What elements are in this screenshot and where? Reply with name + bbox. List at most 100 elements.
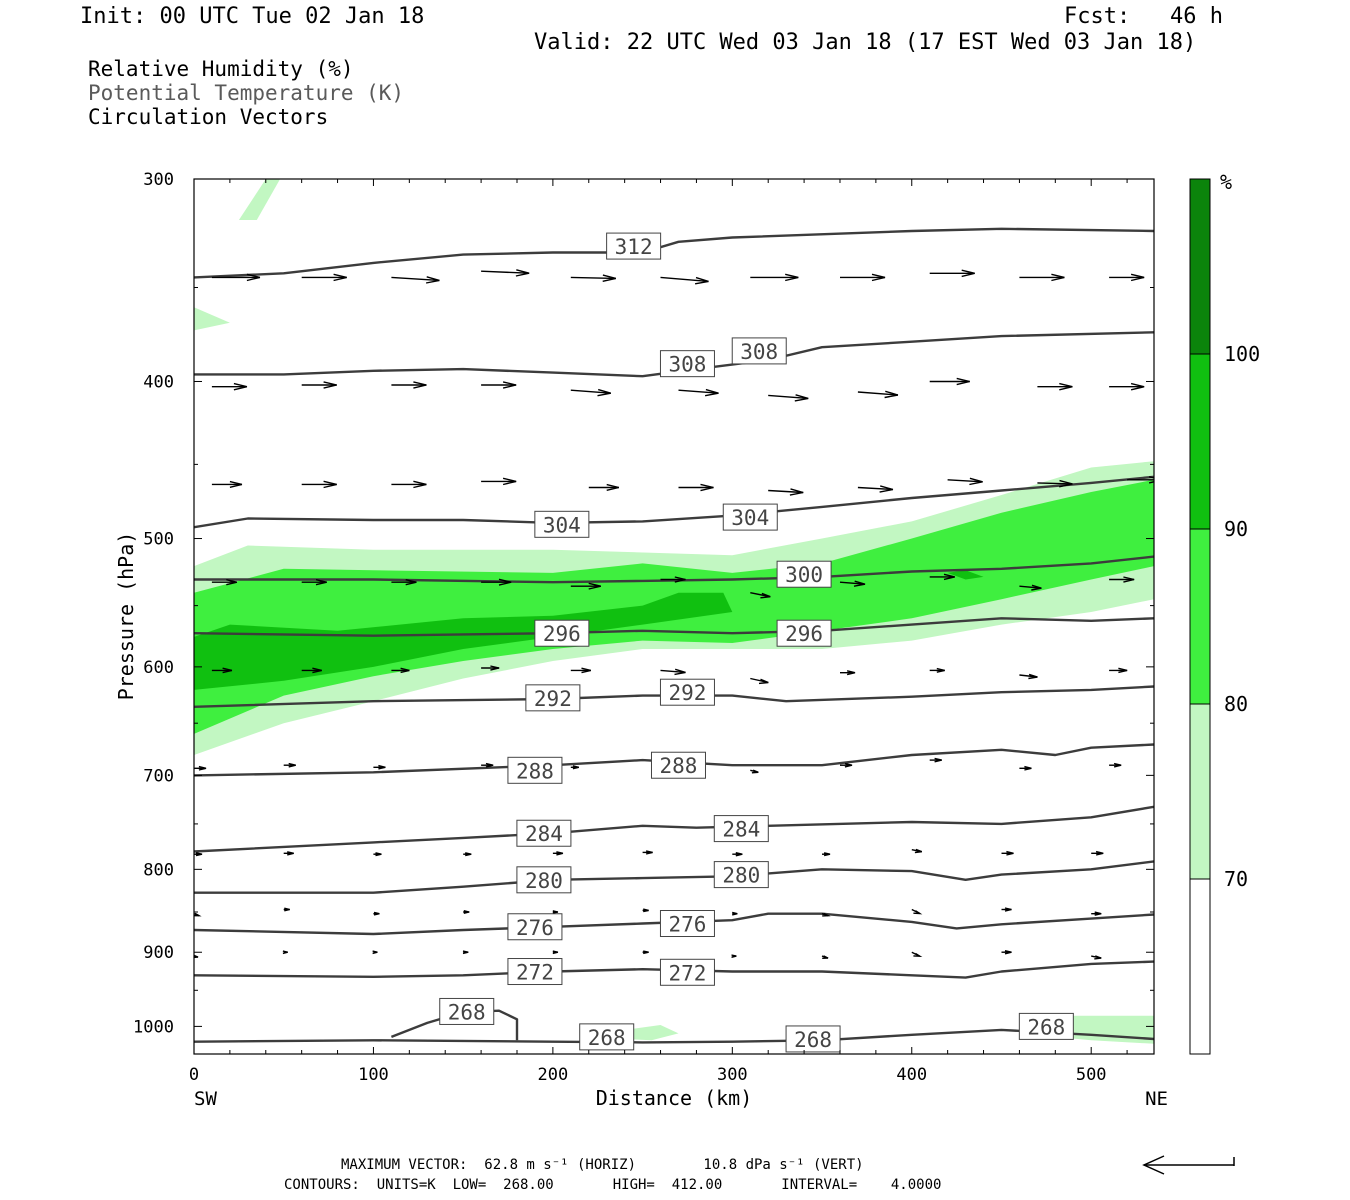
wind-vector [929,269,975,278]
theta-contour-284-7 [194,805,1154,853]
wind-vector [929,757,942,763]
y-tick-label: 400 [143,372,174,392]
contour-label-288: 288 [650,751,706,779]
wind-vector [552,851,564,856]
wind-vector [1019,584,1042,591]
wind-vector [301,579,327,586]
x-tick-label: 200 [538,1065,569,1085]
wind-vector [1019,673,1038,680]
max-vector-info: MAXIMUM VECTOR: 62.8 m s⁻¹ (HORIZ) 10.8 … [341,1157,864,1173]
x-end-label-ne: NE [1145,1088,1168,1110]
rh-area-90-3 [947,570,984,580]
wind-vector [570,274,616,282]
wind-vector [481,578,512,586]
wind-vector [194,852,203,857]
svg-text:272: 272 [516,961,554,985]
wind-vector [481,762,494,768]
wind-vector [822,852,831,857]
svg-text:296: 296 [543,622,581,646]
svg-text:268: 268 [448,1000,486,1024]
y-tick-label: 800 [143,860,174,880]
wind-vector [552,950,559,955]
wind-vector [1001,907,1012,912]
theta-contour-272-10 [194,960,1154,979]
contour-label-268: 268 [785,1025,841,1053]
wind-vector [372,950,378,955]
y-axis: 300 400 500 600 700 800 900 1000 [133,170,1154,1037]
svg-text:300: 300 [785,563,823,587]
wind-vector [301,667,322,674]
x-axis: 0 100 200 300 400 500 [189,179,1128,1085]
contour-label-304: 304 [722,503,778,531]
rh-area-70-5 [194,307,230,331]
contour-label-268: 268 [1018,1012,1074,1040]
reference-vector-arrow [1142,1155,1235,1175]
svg-text:288: 288 [516,759,554,783]
wind-vector [1001,850,1014,856]
x-axis-label: Distance (km) [596,1086,753,1110]
theta-contour-288-6 [194,743,1154,777]
contour-label-284: 284 [516,819,572,847]
x-tick-label: 0 [189,1065,199,1085]
wind-vector [1109,382,1145,391]
wind-vector [211,667,233,674]
wind-vector [301,480,337,489]
wind-vector [373,852,382,857]
wind-vector [911,951,923,958]
wind-vector [481,269,530,277]
y-axis-label: Pressure (hPa) [114,532,138,701]
wind-vector [211,480,243,488]
svg-text:268: 268 [588,1026,626,1050]
wind-vector [570,667,591,674]
svg-text:276: 276 [668,913,706,937]
wind-vector [911,848,923,854]
wind-vector [732,852,743,857]
legend-relative-humidity: Relative Humidity (%) [88,57,354,81]
wind-vector [570,388,611,397]
svg-text:280: 280 [722,864,760,888]
svg-text:268: 268 [1027,1015,1065,1039]
theta-contour-304-2 [194,475,1154,529]
contour-label-272: 272 [659,958,715,986]
wind-vector [463,910,470,914]
wind-vector [660,276,709,285]
contour-label-300: 300 [776,560,832,588]
wind-vector [1091,911,1102,916]
wind-vector [642,950,649,955]
contour-label-296: 296 [776,619,832,647]
contour-label-280: 280 [516,866,572,894]
x-end-label-sw: SW [194,1088,217,1110]
wind-vector [929,377,970,386]
y-tick-label: 900 [143,943,174,963]
contour-info: CONTOURS: UNITS=K LOW= 268.00 HIGH= 412.… [284,1177,942,1193]
y-tick-label: 1000 [133,1017,174,1037]
wind-vector [373,911,380,916]
svg-text:284: 284 [525,822,563,846]
wind-vector [481,665,500,671]
wind-vector [1091,955,1102,960]
svg-text:288: 288 [660,754,698,778]
y-tick-label: 500 [143,530,174,550]
svg-text:308: 308 [668,353,706,377]
wind-vector [732,911,738,916]
wind-vector [911,908,923,915]
wind-vector [283,907,290,912]
wind-vector [481,477,517,486]
contour-label-292: 292 [659,678,715,706]
colorbar-segment [1190,354,1210,529]
contour-label-276: 276 [659,910,715,938]
init-time: Init: 00 UTC Tue 02 Jan 18 [80,4,425,29]
wind-vector [731,954,737,958]
colorbar-label: 70 [1224,867,1248,891]
svg-text:304: 304 [543,513,581,537]
wind-vector [947,477,983,486]
circulation-vectors [194,269,1154,960]
wind-vector [552,910,559,914]
colorbar-segment [1190,879,1210,1054]
wind-vector [1109,762,1122,768]
contour-label-272: 272 [507,958,563,986]
wind-vector [678,483,714,492]
x-tick-label: 400 [896,1065,927,1085]
wind-vector [1091,850,1104,856]
wind-vector [1001,950,1012,955]
